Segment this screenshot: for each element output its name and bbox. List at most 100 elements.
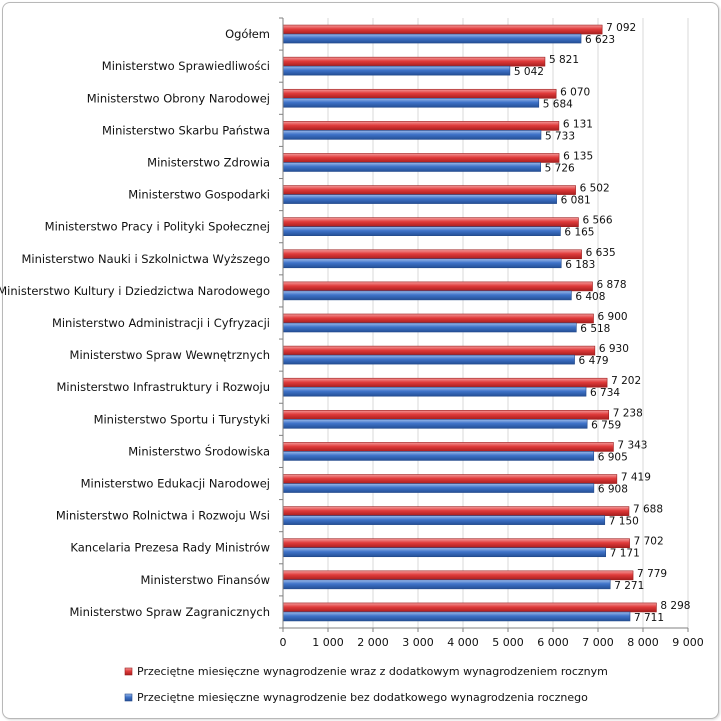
bar-without-bonus bbox=[282, 194, 557, 204]
bar-with-bonus bbox=[282, 506, 630, 516]
category-label: Ministerstwo Zdrowia bbox=[147, 155, 270, 169]
category-label: Ministerstwo Sportu i Turystyki bbox=[94, 412, 270, 426]
x-tick-label: 0 bbox=[280, 636, 287, 649]
category-label: Ministerstwo Pracy i Polityki Społecznej bbox=[45, 220, 270, 234]
data-label: 7 171 bbox=[610, 548, 640, 560]
bar-without-bonus bbox=[282, 547, 606, 558]
data-label: 6 930 bbox=[599, 343, 629, 355]
category-label: Ministerstwo Spraw Wewnętrznych bbox=[70, 348, 270, 362]
bar-without-bonus bbox=[282, 579, 611, 590]
data-label: 7 202 bbox=[611, 375, 641, 387]
bar-without-bonus bbox=[282, 483, 595, 493]
data-label: 6 908 bbox=[598, 484, 628, 496]
bar-with-bonus bbox=[282, 538, 630, 549]
axes bbox=[279, 17, 689, 632]
bar-without-bonus bbox=[282, 386, 587, 397]
legend-swatch bbox=[124, 667, 133, 676]
data-label: 7 779 bbox=[637, 568, 667, 580]
bar-without-bonus bbox=[282, 451, 595, 461]
bar-with-bonus bbox=[282, 345, 596, 356]
data-label: 6 070 bbox=[560, 86, 590, 98]
x-tick-label: 6 000 bbox=[537, 636, 569, 649]
bar-with-bonus bbox=[282, 442, 614, 452]
bar-with-bonus bbox=[282, 121, 560, 131]
data-label: 6 518 bbox=[580, 323, 610, 335]
bar-with-bonus bbox=[282, 570, 634, 581]
bar-with-bonus bbox=[282, 377, 608, 388]
data-label: 6 623 bbox=[585, 34, 615, 46]
category-label: Ministerstwo Kultury i Dziedzictwa Narod… bbox=[0, 284, 270, 298]
category-label: Ogółem bbox=[225, 27, 270, 41]
bar-with-bonus bbox=[282, 185, 576, 195]
bar-without-bonus bbox=[282, 515, 606, 525]
category-label: Ministerstwo Spraw Zagranicznych bbox=[70, 605, 271, 619]
x-tick-label: 9 000 bbox=[672, 636, 704, 649]
bar-with-bonus bbox=[282, 474, 618, 484]
legend: Przeciętne miesięczne wynagrodzenie wraz… bbox=[124, 665, 608, 704]
bar-with-bonus bbox=[282, 602, 657, 613]
data-label: 5 684 bbox=[543, 98, 573, 110]
data-label: 7 271 bbox=[614, 580, 644, 592]
legend-label: Przeciętne miesięczne wynagrodzenie wraz… bbox=[137, 665, 608, 678]
bar-without-bonus bbox=[282, 162, 541, 172]
x-tick-label: 2 000 bbox=[357, 636, 389, 649]
bar-with-bonus bbox=[282, 281, 593, 292]
bar-with-bonus bbox=[282, 249, 582, 260]
bar-with-bonus bbox=[282, 24, 603, 35]
legend-swatch bbox=[124, 693, 133, 702]
bar-with-bonus bbox=[282, 56, 546, 67]
data-label: 6 878 bbox=[597, 279, 627, 291]
data-label: 6 635 bbox=[586, 247, 616, 259]
x-tick-label: 1 000 bbox=[312, 636, 344, 649]
bar-without-bonus bbox=[282, 322, 577, 333]
data-label: 7 343 bbox=[617, 439, 647, 451]
category-label: Ministerstwo Obrony Narodowej bbox=[87, 91, 270, 105]
bar-without-bonus bbox=[282, 258, 562, 269]
category-label: Ministerstwo Nauki i Szkolnictwa Wyższeg… bbox=[22, 252, 271, 266]
data-label: 6 566 bbox=[582, 215, 612, 227]
category-label: Ministerstwo Gospodarki bbox=[128, 188, 270, 202]
data-label: 7 150 bbox=[609, 516, 639, 528]
x-tick-label: 3 000 bbox=[402, 636, 434, 649]
bar-with-bonus bbox=[282, 313, 594, 324]
legend-label: Przeciętne miesięczne wynagrodzenie bez … bbox=[137, 691, 588, 704]
data-label: 6 479 bbox=[579, 355, 609, 367]
x-tick-label: 5 000 bbox=[492, 636, 524, 649]
bar-with-bonus bbox=[282, 88, 557, 99]
bar-with-bonus bbox=[282, 217, 579, 227]
data-label: 6 081 bbox=[561, 195, 591, 207]
data-label: 6 759 bbox=[591, 419, 621, 431]
data-label: 7 702 bbox=[634, 536, 664, 548]
data-label: 6 502 bbox=[580, 183, 610, 195]
data-label: 5 821 bbox=[549, 54, 579, 66]
data-label: 6 135 bbox=[563, 150, 593, 162]
bar-without-bonus bbox=[282, 130, 542, 140]
bar-with-bonus bbox=[282, 410, 610, 420]
category-label: Kancelaria Prezesa Rady Ministrów bbox=[70, 541, 270, 555]
bar-without-bonus bbox=[282, 290, 572, 301]
data-label: 6 900 bbox=[598, 311, 628, 323]
data-label: 7 092 bbox=[606, 22, 636, 34]
x-tick-label: 7 000 bbox=[582, 636, 614, 649]
data-label: 5 042 bbox=[514, 66, 544, 78]
labels: 0 1 000 2 000 3 000 4 000 5 000 6 000 7 000 8 00… bbox=[0, 22, 704, 649]
x-tick-label: 8 000 bbox=[627, 636, 659, 649]
data-label: 6 183 bbox=[565, 259, 595, 271]
bar-without-bonus bbox=[282, 419, 588, 429]
data-label: 6 131 bbox=[563, 118, 593, 130]
category-label: Ministerstwo Administracji i Cyfryzacji bbox=[52, 316, 270, 330]
category-label: Ministerstwo Sprawiedliwości bbox=[102, 59, 270, 73]
data-label: 6 734 bbox=[590, 387, 620, 399]
category-label: Ministerstwo Rolnictwa i Rozwoju Wsi bbox=[56, 509, 270, 523]
bar-without-bonus bbox=[282, 65, 511, 76]
bar-without-bonus bbox=[282, 33, 582, 44]
bar-without-bonus bbox=[282, 354, 575, 365]
data-label: 5 733 bbox=[545, 130, 575, 142]
category-label: Ministerstwo Skarbu Państwa bbox=[102, 123, 270, 137]
data-label: 6 165 bbox=[564, 227, 594, 239]
x-tick-label: 4 000 bbox=[447, 636, 479, 649]
bar-without-bonus bbox=[282, 226, 561, 236]
data-label: 7 419 bbox=[621, 472, 651, 484]
category-label: Ministerstwo Finansów bbox=[140, 573, 270, 587]
